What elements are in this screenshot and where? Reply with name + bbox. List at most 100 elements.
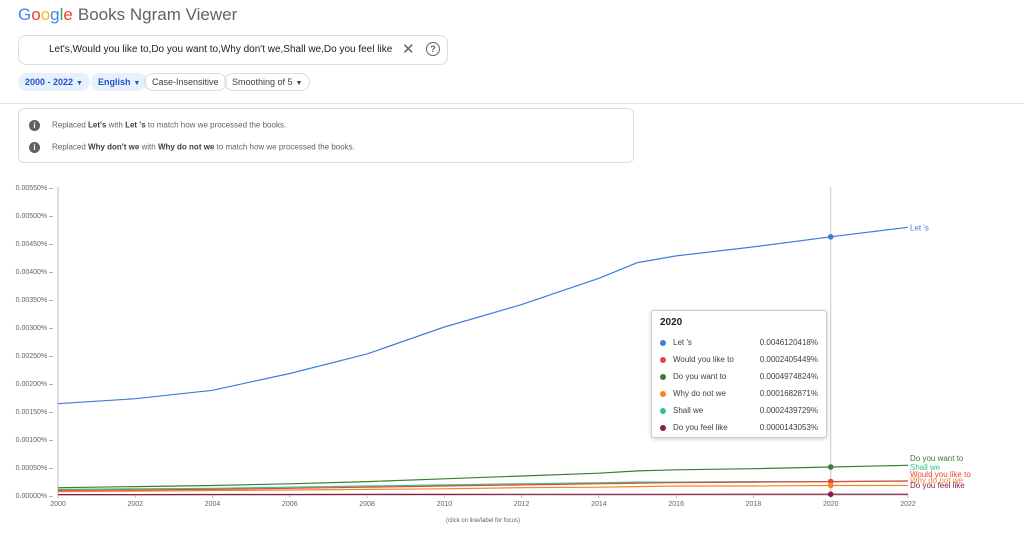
tooltip-row: Let 's 0.0046120418%: [660, 337, 822, 349]
google-wordmark: Google: [18, 5, 73, 24]
tooltip-row: Do you feel like 0.0000143053%: [660, 422, 822, 434]
hover-tooltip: 2020 Let 's 0.0046120418% Would you like t…: [651, 310, 827, 438]
x-tick-label: 2008: [359, 501, 375, 508]
language-label: English: [98, 77, 131, 87]
y-tick-label: 0.00350% –: [16, 297, 53, 304]
x-tick-label: 2002: [127, 501, 143, 508]
notice-to: Let 's: [125, 120, 146, 130]
x-tick-label: 2012: [514, 501, 530, 508]
series-label[interactable]: Why do not we: [910, 476, 963, 485]
series-point[interactable]: [827, 234, 834, 240]
series-point[interactable]: [827, 464, 834, 470]
help-icon[interactable]: ?: [426, 42, 440, 56]
language-dropdown[interactable]: English ▼: [91, 73, 148, 91]
smoothing-label: Smoothing of 5: [232, 77, 293, 87]
y-tick-label: 0.00200% –: [16, 381, 53, 388]
series-point[interactable]: [827, 482, 834, 489]
x-tick-label: 2010: [437, 501, 453, 508]
legend-dot: [660, 357, 666, 363]
header-divider: [0, 103, 1024, 104]
series-point[interactable]: [827, 478, 834, 485]
series-line[interactable]: [57, 226, 909, 405]
series-line[interactable]: [57, 480, 909, 492]
info-icon: i: [29, 120, 40, 131]
case-label: Case-Insensitive: [152, 77, 219, 87]
search-box[interactable]: Let's,Would you like to,Do you want to,W…: [18, 35, 448, 65]
notice-text: with: [106, 120, 126, 130]
app-title: Books Ngram Viewer: [77, 5, 238, 24]
tooltip-row: Why do not we 0.0001682871%: [660, 388, 822, 400]
footer-hint: (click on line/label for focus): [446, 518, 520, 524]
notice-row: i Replaced Let's with Let 's to match how…: [29, 120, 286, 131]
tooltip-series-value: 0.0000143053%: [759, 423, 818, 432]
chevron-down-icon: ▼: [76, 80, 83, 87]
year-range-label: 2000 - 2022: [25, 77, 74, 87]
close-icon[interactable]: ✕: [402, 41, 415, 58]
series-line[interactable]: [57, 464, 909, 489]
tooltip-series-value: 0.0001682871%: [759, 389, 818, 398]
x-tick-label: 2014: [591, 501, 607, 508]
tooltip-series-name: Let 's: [673, 338, 692, 347]
x-tick-label: 2006: [282, 501, 298, 508]
notice-text: with: [139, 142, 158, 152]
series-label[interactable]: Do you feel like: [910, 481, 965, 490]
x-tick-label: 2016: [668, 501, 684, 508]
notice-to: Why do not we: [157, 142, 215, 152]
tooltip-row: Do you want to 0.0004974824%: [660, 371, 822, 383]
smoothing-dropdown[interactable]: Smoothing of 5 ▼: [224, 73, 311, 91]
notice-text: Replaced: [52, 142, 89, 152]
notice-from: Why don't we: [88, 142, 140, 152]
tooltip-series-name: Would you like to: [673, 355, 734, 364]
app-logo[interactable]: Google Books Ngram Viewer: [18, 5, 237, 25]
chevron-down-icon: ▼: [295, 80, 303, 87]
tooltip-year: 2020: [660, 317, 683, 328]
series-label[interactable]: Would you like to: [910, 470, 971, 479]
notice-text: to match how we processed the books.: [214, 142, 355, 152]
chevron-down-icon: ▼: [133, 80, 141, 87]
tooltip-series-value: 0.0046120418%: [759, 338, 818, 347]
notice-text: to match how we processed the books.: [145, 120, 287, 130]
y-tick-label: 0.00100% –: [16, 437, 53, 444]
x-tick-label: 2020: [823, 501, 839, 508]
legend-dot: [660, 391, 666, 397]
legend-dot: [660, 340, 666, 346]
tooltip-row: Would you like to 0.0002405449%: [660, 354, 822, 366]
y-tick-label: 0.00050% –: [16, 465, 53, 472]
year-range-dropdown[interactable]: 2000 - 2022 ▼: [18, 73, 90, 91]
y-tick-label: 0.00400% –: [16, 269, 53, 276]
y-tick-label: 0.00500% –: [16, 213, 53, 220]
x-tick-label: 2004: [205, 501, 221, 508]
legend-dot: [660, 425, 666, 431]
x-tick-label: 2000: [50, 501, 66, 508]
tooltip-series-value: 0.0004974824%: [759, 372, 818, 381]
y-tick-label: 0.00550% –: [16, 185, 53, 192]
y-tick-label: 0.00300% –: [16, 325, 53, 332]
legend-dot: [660, 408, 666, 414]
info-icon: i: [29, 142, 40, 153]
tooltip-series-value: 0.0002405449%: [759, 355, 818, 364]
replacement-notice: i Replaced Let's with Let 's to match how…: [18, 108, 634, 163]
series-line[interactable]: [57, 484, 908, 493]
tooltip-series-name: Shall we: [673, 406, 704, 415]
search-input[interactable]: Let's,Would you like to,Do you want to,W…: [49, 44, 393, 55]
series-label[interactable]: Shall we: [910, 463, 941, 472]
legend-dot: [660, 374, 666, 380]
tooltip-series-name: Do you feel like: [673, 423, 728, 432]
y-tick-label: 0.00150% –: [16, 409, 53, 416]
tooltip-series-name: Do you want to: [673, 372, 727, 381]
x-tick-label: 2022: [900, 501, 916, 508]
notice-text: Replaced: [52, 120, 89, 130]
tooltip-series-value: 0.0002439729%: [759, 406, 818, 415]
tooltip-series-name: Why do not we: [673, 389, 726, 398]
x-tick-label: 2018: [746, 501, 762, 508]
y-tick-label: 0.00250% –: [16, 353, 53, 360]
series-label[interactable]: Let 's: [910, 223, 929, 232]
notice-row: i Replaced Why don't we with Why do not w…: [29, 142, 355, 153]
y-tick-label: 0.00450% –: [16, 241, 53, 248]
series-point[interactable]: [827, 491, 834, 498]
notice-from: Let's: [88, 120, 107, 130]
series-label[interactable]: Do you want to: [910, 454, 964, 463]
tooltip-row: Shall we 0.0002439729%: [660, 405, 822, 417]
y-tick-label: 0.00000% –: [16, 493, 53, 500]
